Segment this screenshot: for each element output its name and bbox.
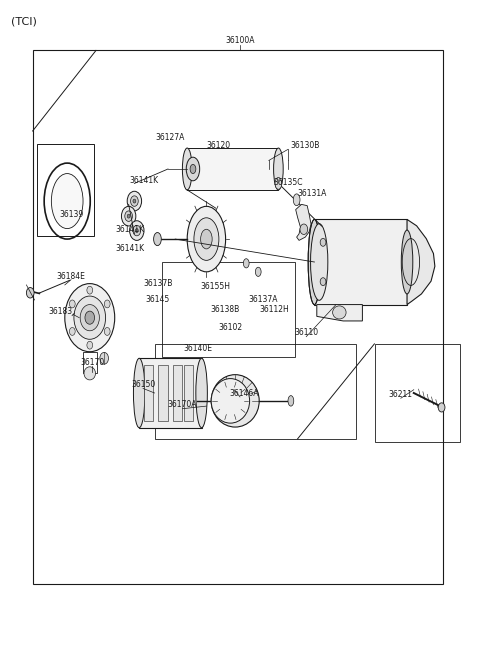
Text: 36170A: 36170A (168, 400, 197, 409)
Bar (173, 365, 182, 421)
Ellipse shape (85, 311, 95, 324)
Text: 36120: 36120 (206, 141, 230, 150)
Ellipse shape (135, 229, 138, 233)
Ellipse shape (26, 288, 34, 298)
Ellipse shape (288, 396, 294, 406)
Text: 36140E: 36140E (184, 344, 213, 353)
Ellipse shape (300, 224, 308, 234)
Bar (33, 50, 443, 584)
Text: 36211: 36211 (389, 390, 413, 399)
Ellipse shape (401, 230, 413, 294)
Text: 36137A: 36137A (248, 295, 278, 304)
Polygon shape (296, 204, 311, 240)
Ellipse shape (243, 259, 249, 268)
Ellipse shape (70, 300, 75, 308)
Ellipse shape (275, 178, 282, 189)
Ellipse shape (87, 286, 93, 294)
Ellipse shape (187, 206, 226, 272)
Ellipse shape (104, 300, 110, 308)
Ellipse shape (211, 379, 250, 423)
Ellipse shape (194, 217, 219, 261)
Polygon shape (317, 305, 362, 321)
Ellipse shape (70, 328, 75, 335)
Ellipse shape (133, 199, 136, 203)
Ellipse shape (223, 388, 247, 414)
Text: 36137B: 36137B (144, 279, 173, 288)
Bar (162, 262, 295, 357)
Text: 36183: 36183 (48, 307, 72, 316)
Text: 36141K: 36141K (115, 225, 144, 234)
Ellipse shape (320, 238, 326, 246)
Bar (158, 365, 168, 421)
Ellipse shape (104, 328, 110, 335)
Text: 36145: 36145 (145, 295, 169, 305)
Text: 36155H: 36155H (200, 282, 230, 291)
Text: 36146A: 36146A (229, 388, 259, 398)
Ellipse shape (438, 403, 445, 412)
Ellipse shape (255, 267, 261, 276)
Polygon shape (407, 219, 435, 305)
Ellipse shape (131, 196, 138, 206)
Text: 36100A: 36100A (225, 36, 255, 45)
Ellipse shape (274, 148, 283, 190)
Bar (144, 365, 153, 421)
Bar (187, 148, 278, 190)
Text: 36130B: 36130B (290, 141, 320, 150)
Ellipse shape (133, 225, 141, 236)
Text: 36102: 36102 (218, 323, 242, 332)
Bar (184, 365, 193, 421)
Ellipse shape (154, 233, 161, 246)
Text: 36127A: 36127A (156, 133, 185, 142)
Bar (314, 219, 407, 305)
Text: 36139: 36139 (59, 210, 83, 219)
Text: 36184E: 36184E (57, 272, 85, 281)
Ellipse shape (100, 352, 108, 364)
Text: 36131A: 36131A (297, 189, 327, 198)
Ellipse shape (127, 214, 130, 218)
Ellipse shape (125, 211, 132, 221)
Text: (TCI): (TCI) (11, 16, 36, 26)
Text: 36141K: 36141K (130, 176, 158, 185)
Ellipse shape (196, 358, 207, 428)
Ellipse shape (74, 296, 106, 339)
Ellipse shape (293, 194, 300, 206)
Text: 36138B: 36138B (210, 305, 239, 314)
Bar (375, 344, 460, 442)
Text: 36170: 36170 (80, 358, 104, 367)
Ellipse shape (130, 221, 144, 240)
Ellipse shape (80, 305, 99, 331)
Bar (155, 344, 356, 439)
Text: 36135C: 36135C (273, 178, 303, 187)
Text: 36141K: 36141K (115, 244, 144, 253)
Text: 36110: 36110 (294, 328, 318, 337)
Ellipse shape (320, 278, 326, 286)
Ellipse shape (182, 148, 192, 190)
Ellipse shape (121, 206, 136, 226)
Text: 36112H: 36112H (260, 305, 289, 314)
Bar (139, 358, 202, 428)
Ellipse shape (51, 174, 83, 229)
Ellipse shape (133, 358, 145, 428)
Ellipse shape (333, 306, 346, 319)
Text: 36150: 36150 (131, 380, 155, 389)
Ellipse shape (186, 157, 200, 181)
Ellipse shape (201, 229, 212, 249)
Ellipse shape (211, 375, 259, 427)
Ellipse shape (65, 284, 115, 352)
Ellipse shape (87, 341, 93, 349)
Ellipse shape (190, 164, 196, 174)
Ellipse shape (84, 367, 96, 380)
Ellipse shape (127, 191, 142, 211)
Ellipse shape (308, 219, 321, 305)
Ellipse shape (311, 223, 328, 300)
